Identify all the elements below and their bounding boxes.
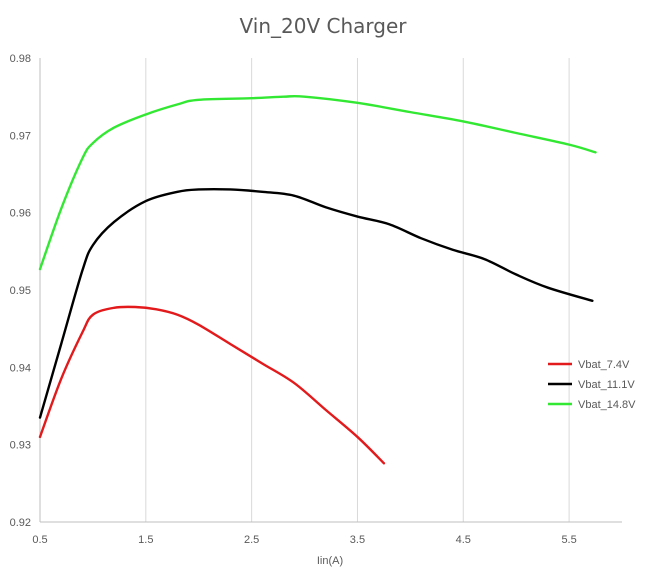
- series-line-vbat-7-4v: [38, 305, 386, 465]
- series-line-vbat-11-1v: [38, 187, 594, 419]
- x-tick-labels: 0.5 1.5 2.5 3.5 4.5 5.5: [32, 534, 576, 546]
- y-tick-label: 0.92: [10, 517, 31, 529]
- y-tick-labels: 0.92 0.93 0.94 0.95 0.96 0.97 0.98: [10, 53, 31, 529]
- x-tick-label: 3.5: [350, 534, 365, 546]
- axes: [39, 58, 622, 523]
- series-line-vbat-14-8v: [38, 94, 597, 271]
- legend: Vbat_7.4V Vbat_11.1V Vbat_14.8V: [548, 359, 636, 411]
- x-tick-label: 0.5: [32, 534, 47, 546]
- x-axis-label: Iin(A): [317, 555, 343, 567]
- legend-label-vbat-11-1v: Vbat_11.1V: [578, 379, 635, 391]
- x-tick-label: 2.5: [244, 534, 259, 546]
- legend-label-vbat-14-8v: Vbat_14.8V: [578, 399, 636, 411]
- y-tick-label: 0.98: [10, 53, 31, 65]
- gridlines: [145, 58, 570, 522]
- y-tick-label: 0.97: [10, 130, 31, 142]
- legend-label-vbat-7-4v: Vbat_7.4V: [578, 359, 630, 371]
- y-tick-label: 0.95: [10, 285, 31, 297]
- x-tick-label: 4.5: [456, 534, 471, 546]
- y-tick-label: 0.96: [10, 208, 31, 220]
- series-lines: [38, 94, 597, 465]
- chart-title: Vin_20V Charger: [240, 14, 408, 38]
- y-tick-label: 0.93: [10, 440, 31, 452]
- x-tick-label: 5.5: [561, 534, 576, 546]
- x-tick-label: 1.5: [138, 534, 153, 546]
- y-tick-label: 0.94: [10, 362, 31, 374]
